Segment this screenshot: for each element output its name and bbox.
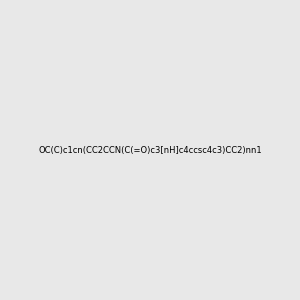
Text: OC(C)c1cn(CC2CCN(C(=O)c3[nH]c4ccsc4c3)CC2)nn1: OC(C)c1cn(CC2CCN(C(=O)c3[nH]c4ccsc4c3)CC… <box>38 146 262 154</box>
